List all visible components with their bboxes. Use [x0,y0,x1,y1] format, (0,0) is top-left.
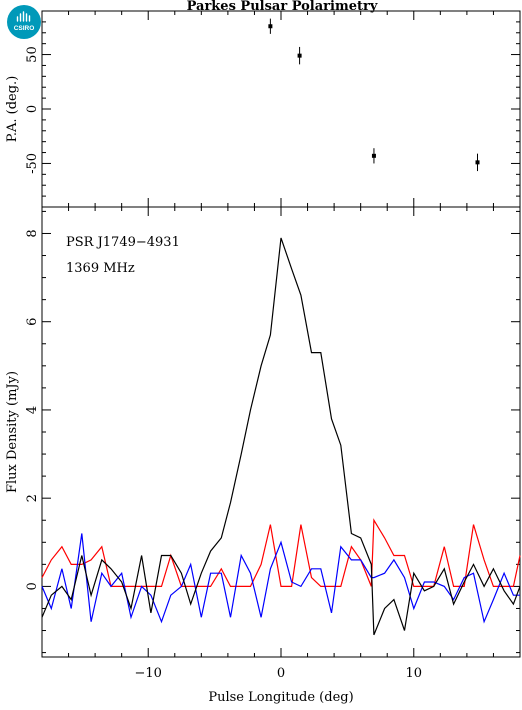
flux-ytick-label: 6 [25,318,40,326]
flux-xtick-label: −10 [135,666,162,681]
circular-polarization-line [41,533,520,624]
pa-ytick-labels: -50 0 50 [25,46,40,174]
pa-ytick-label: 50 [25,46,40,63]
pa-ylabel: P.A. (deg.) [5,76,20,143]
flux-panel: 0 2 4 6 8 −10 0 10 Flux Density (mJy) Pulse Lo… [5,206,521,705]
flux-xtick-label: 10 [406,666,423,681]
flux-ylabel: Flux Density (mJy) [5,371,20,493]
flux-series [41,237,521,636]
pa-point [297,53,302,58]
pa-point [371,153,376,158]
flux-ytick-labels: 0 2 4 6 8 [25,229,40,590]
total-intensity-line [41,237,521,636]
flux-ytick-label: 0 [25,582,40,590]
flux-xtick-label: 0 [277,666,285,681]
flux-xlabel: Pulse Longitude (deg) [208,690,353,705]
pa-frame [41,10,521,208]
flux-ytick-label: 8 [25,229,40,237]
linear-polarization-line [41,518,521,588]
frequency-annotation: 1369 MHz [66,261,135,276]
flux-ytick-label: 4 [25,406,40,414]
pa-points [268,18,480,172]
logo-text: CSIRO [14,25,35,32]
flux-ytick-label: 2 [25,494,40,502]
pulsar-name-annotation: PSR J1749−4931 [66,235,180,250]
pa-point [268,24,273,29]
pa-ytick-label: 0 [25,105,40,113]
flux-xtick-labels: −10 0 10 [135,666,423,681]
chart-title: Parkes Pulsar Polarimetry [187,0,378,14]
pa-ticks [42,11,520,207]
pa-panel: Parkes Pulsar Polarimetry -50 0 50 P.A. (d… [5,0,521,208]
pa-point [475,160,480,165]
flux-ticks [42,207,520,657]
pa-ytick-label: -50 [25,153,40,174]
csiro-logo: CSIRO [7,5,41,39]
